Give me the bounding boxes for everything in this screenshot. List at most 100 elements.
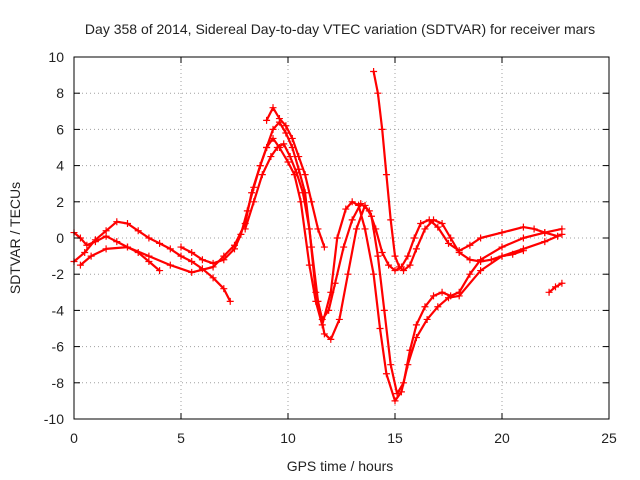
data-point <box>374 252 382 260</box>
series-track-f <box>370 67 527 275</box>
data-point <box>305 225 313 233</box>
data-point <box>487 256 495 264</box>
data-point <box>447 292 455 300</box>
data-point <box>113 218 121 226</box>
data-point <box>286 153 294 161</box>
data-point <box>124 243 131 251</box>
data-point <box>124 220 131 228</box>
data-point <box>374 89 382 97</box>
data-point <box>299 189 307 197</box>
data-point <box>284 158 292 166</box>
data-point <box>243 207 251 215</box>
data-point <box>438 288 446 296</box>
data-point <box>263 144 271 151</box>
data-point <box>434 223 442 231</box>
data-point <box>372 225 380 233</box>
data-point <box>400 379 408 387</box>
data-point <box>314 225 322 233</box>
series-line <box>179 121 564 395</box>
data-point <box>340 243 348 251</box>
data-point <box>541 229 549 237</box>
data-point <box>423 315 431 323</box>
series-track-e <box>241 140 562 323</box>
data-point <box>519 234 527 242</box>
data-point <box>455 288 463 296</box>
data-point <box>477 258 485 266</box>
data-point <box>258 171 266 179</box>
data-point <box>83 241 91 249</box>
data-point <box>376 325 384 332</box>
x-tick-label: 15 <box>387 430 403 446</box>
data-point <box>430 216 438 224</box>
axis-ticks <box>73 56 610 420</box>
data-point <box>113 238 121 246</box>
data-point <box>156 267 164 275</box>
y-tick-label: -10 <box>44 411 64 427</box>
data-point <box>134 227 142 235</box>
data-point <box>256 162 264 170</box>
data-point <box>275 115 283 123</box>
data-point <box>554 232 562 240</box>
data-point <box>198 256 206 264</box>
data-point <box>477 267 485 275</box>
data-point <box>87 252 95 260</box>
y-tick-label: 10 <box>48 49 64 65</box>
y-tick-label: -4 <box>52 302 65 318</box>
data-point <box>558 279 566 287</box>
data-point <box>209 259 217 267</box>
series-track-d <box>177 118 566 398</box>
x-axis-tick-labels: 0 5 10 15 20 25 <box>70 430 617 446</box>
data-point <box>412 245 420 253</box>
series-line <box>265 106 326 249</box>
data-point <box>331 279 339 287</box>
data-point <box>226 297 234 305</box>
data-point <box>269 104 277 112</box>
data-point <box>342 205 350 213</box>
data-point <box>400 267 408 275</box>
data-point <box>250 198 258 206</box>
data-point <box>177 243 185 251</box>
data-point <box>357 200 365 208</box>
data-point <box>382 171 390 179</box>
data-point <box>378 125 386 133</box>
data-point <box>406 261 414 269</box>
data-point <box>348 198 356 206</box>
data-point <box>295 165 303 173</box>
data-point <box>312 288 320 296</box>
data-point <box>273 144 281 151</box>
series-line <box>79 137 564 402</box>
data-point <box>393 390 401 398</box>
data-point <box>421 225 429 233</box>
data-point <box>308 198 316 206</box>
data-point <box>404 252 412 260</box>
data-point <box>250 183 258 191</box>
y-axis-tick-labels: -10 -8 -6 -4 -2 0 2 4 6 8 10 <box>44 49 64 427</box>
data-point <box>558 225 566 233</box>
y-tick-label: 8 <box>56 85 64 101</box>
data-point <box>320 243 328 251</box>
data-point <box>519 247 527 255</box>
data-point <box>530 225 538 233</box>
data-point <box>519 223 527 231</box>
data-point <box>370 67 378 75</box>
data-point <box>295 153 303 161</box>
data-point <box>466 241 474 249</box>
chart-title: Day 358 of 2014, Sidereal Day-to-day VTE… <box>85 21 595 37</box>
data-point <box>466 256 474 264</box>
data-point <box>370 270 378 278</box>
data-point <box>282 122 290 130</box>
data-point <box>288 134 296 142</box>
data-point <box>327 335 335 343</box>
data-point <box>445 239 452 247</box>
data-point <box>263 116 271 124</box>
data-point <box>293 169 301 177</box>
data-point <box>269 125 277 133</box>
data-point <box>361 225 369 233</box>
data-point <box>231 245 238 253</box>
data-point <box>387 216 395 224</box>
data-point <box>498 252 506 260</box>
data-point <box>498 243 506 251</box>
data-point <box>430 292 438 300</box>
